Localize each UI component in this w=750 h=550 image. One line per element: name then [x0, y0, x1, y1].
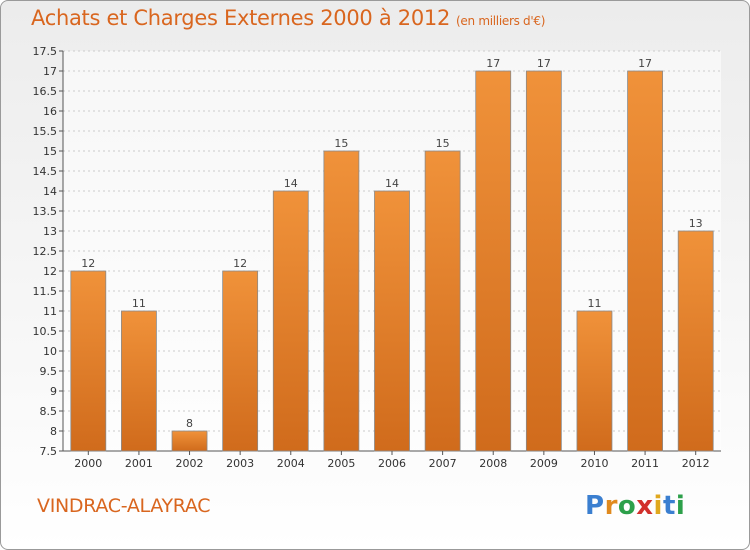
y-tick-label: 13 [43, 225, 57, 238]
location-name: VINDRAC-ALAYRAC [37, 495, 211, 517]
y-tick-label: 13.5 [33, 205, 58, 218]
bar [222, 270, 259, 452]
bar [475, 70, 512, 452]
logo-letter: i [653, 491, 663, 521]
bar [121, 310, 157, 452]
bar [627, 70, 663, 452]
bar-value-label: 17 [537, 57, 551, 70]
bar [424, 150, 461, 452]
x-tick-label: 2007 [429, 457, 457, 470]
x-tick-label: 2009 [530, 457, 558, 470]
y-tick-label: 10.5 [33, 325, 58, 338]
y-tick-label: 8.5 [40, 405, 58, 418]
bar-value-label: 12 [81, 257, 95, 270]
x-tick-label: 2005 [327, 457, 355, 470]
y-tick-label: 17.5 [33, 45, 58, 58]
y-tick-label: 12.5 [33, 245, 58, 258]
chart-subtitle: (en milliers d'€) [456, 14, 546, 28]
bar-value-label: 15 [436, 137, 450, 150]
y-tick-label: 15.5 [33, 125, 58, 138]
bar-value-label: 15 [334, 137, 348, 150]
bar-value-label: 8 [186, 417, 193, 430]
bar [525, 70, 562, 452]
logo-letter: x [636, 491, 654, 521]
x-tick-label: 2002 [176, 457, 204, 470]
bar [576, 310, 613, 452]
y-tick-label: 17 [43, 65, 57, 78]
logo-letter: r [604, 491, 618, 521]
bar-value-label: 12 [233, 257, 247, 270]
y-tick-label: 14.5 [33, 165, 58, 178]
proxiti-logo: Proxiti [585, 491, 685, 521]
y-tick-label: 9.5 [40, 365, 58, 378]
x-tick-label: 2008 [479, 457, 507, 470]
logo-letter: P [585, 491, 605, 521]
y-tick-label: 16 [43, 105, 57, 118]
logo-letter: o [617, 491, 637, 521]
chart-title: Achats et Charges Externes 2000 à 2012 (e… [31, 6, 545, 30]
bar [374, 190, 410, 452]
x-tick-label: 2001 [125, 457, 153, 470]
y-tick-label: 7.5 [40, 445, 58, 458]
bar-value-label: 11 [132, 297, 146, 310]
chart-title-text: Achats et Charges Externes 2000 à 2012 [31, 6, 451, 30]
bar [323, 150, 360, 452]
bar [272, 190, 309, 452]
y-tick-label: 14 [43, 185, 57, 198]
x-tick-label: 2010 [580, 457, 608, 470]
y-tick-label: 10 [43, 345, 57, 358]
bar-value-label: 14 [284, 177, 298, 190]
x-tick-label: 2000 [74, 457, 102, 470]
x-tick-label: 2006 [378, 457, 406, 470]
bar-value-label: 14 [385, 177, 399, 190]
y-tick-label: 8 [50, 425, 57, 438]
bar-value-label: 17 [486, 57, 500, 70]
x-tick-label: 2011 [631, 457, 659, 470]
logo-letter: t [662, 491, 676, 521]
bar-value-label: 17 [638, 57, 652, 70]
x-tick-label: 2003 [226, 457, 254, 470]
x-tick-label: 2012 [682, 457, 710, 470]
y-tick-label: 11.5 [33, 285, 58, 298]
logo-letter: i [675, 491, 686, 521]
x-tick-label: 2004 [277, 457, 305, 470]
bar [677, 230, 714, 452]
y-tick-label: 16.5 [33, 85, 58, 98]
y-tick-label: 9 [50, 385, 57, 398]
bar [70, 270, 107, 452]
y-tick-label: 11 [43, 305, 57, 318]
bar-value-label: 11 [587, 297, 601, 310]
bar [171, 430, 208, 452]
y-tick-label: 15 [43, 145, 57, 158]
y-tick-label: 12 [43, 265, 57, 278]
bar-value-label: 13 [689, 217, 703, 230]
